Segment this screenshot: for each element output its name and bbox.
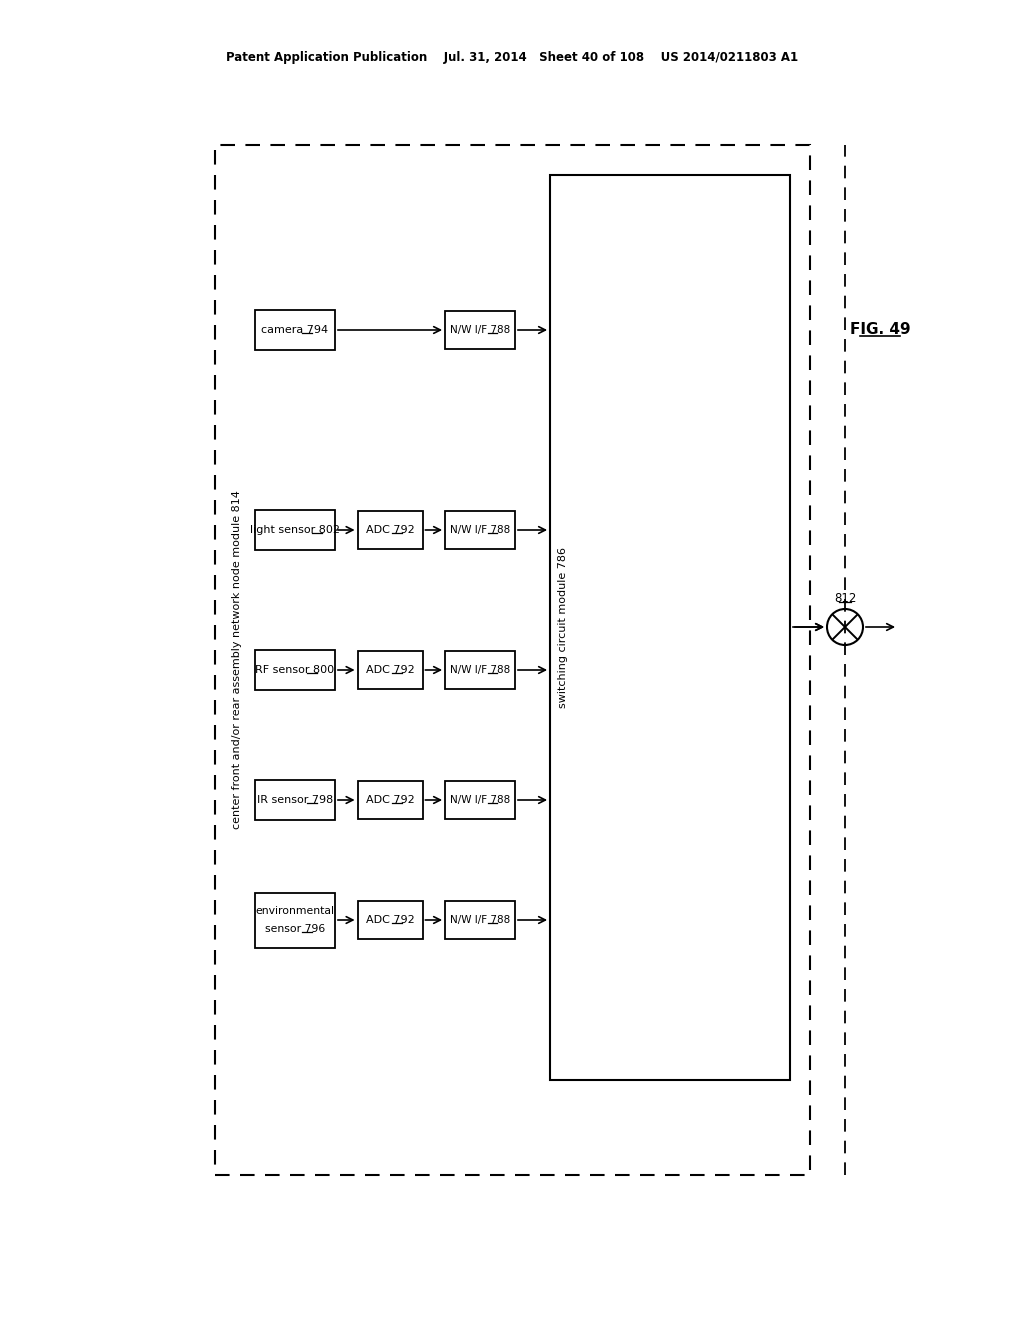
Bar — [255, 649, 335, 690]
Text: N/W I/F 788: N/W I/F 788 — [450, 795, 510, 805]
Text: sensor 796: sensor 796 — [265, 924, 326, 935]
Bar — [255, 310, 335, 350]
Bar — [357, 511, 423, 549]
Text: N/W I/F 788: N/W I/F 788 — [450, 325, 510, 335]
Text: N/W I/F 788: N/W I/F 788 — [450, 665, 510, 675]
Bar — [215, 145, 810, 1175]
Bar — [357, 781, 423, 818]
Bar — [255, 892, 335, 948]
Text: N/W I/F 788: N/W I/F 788 — [450, 915, 510, 925]
Bar — [445, 511, 515, 549]
Text: ADC 792: ADC 792 — [366, 795, 415, 805]
Text: RF sensor 800: RF sensor 800 — [255, 665, 335, 675]
Text: N/W I/F 788: N/W I/F 788 — [450, 525, 510, 535]
Text: light sensor 802: light sensor 802 — [250, 525, 340, 535]
Bar — [255, 780, 335, 820]
Bar — [357, 651, 423, 689]
Text: Patent Application Publication    Jul. 31, 2014   Sheet 40 of 108    US 2014/021: Patent Application Publication Jul. 31, … — [226, 51, 798, 65]
Bar — [357, 902, 423, 939]
Text: switching circuit module 786: switching circuit module 786 — [558, 546, 568, 708]
Bar — [255, 510, 335, 550]
Text: environmental: environmental — [256, 906, 335, 916]
Text: ADC 792: ADC 792 — [366, 915, 415, 925]
Text: ADC 792: ADC 792 — [366, 665, 415, 675]
Bar — [445, 312, 515, 348]
Text: center front and/or rear assembly network node module 814: center front and/or rear assembly networ… — [232, 491, 242, 829]
Bar — [445, 902, 515, 939]
Text: FIG. 49: FIG. 49 — [850, 322, 910, 338]
Text: ADC 792: ADC 792 — [366, 525, 415, 535]
Text: 812: 812 — [834, 593, 856, 606]
Text: IR sensor 798: IR sensor 798 — [257, 795, 333, 805]
Bar — [445, 781, 515, 818]
Bar — [550, 176, 790, 1080]
Bar — [445, 651, 515, 689]
Text: camera 794: camera 794 — [261, 325, 329, 335]
